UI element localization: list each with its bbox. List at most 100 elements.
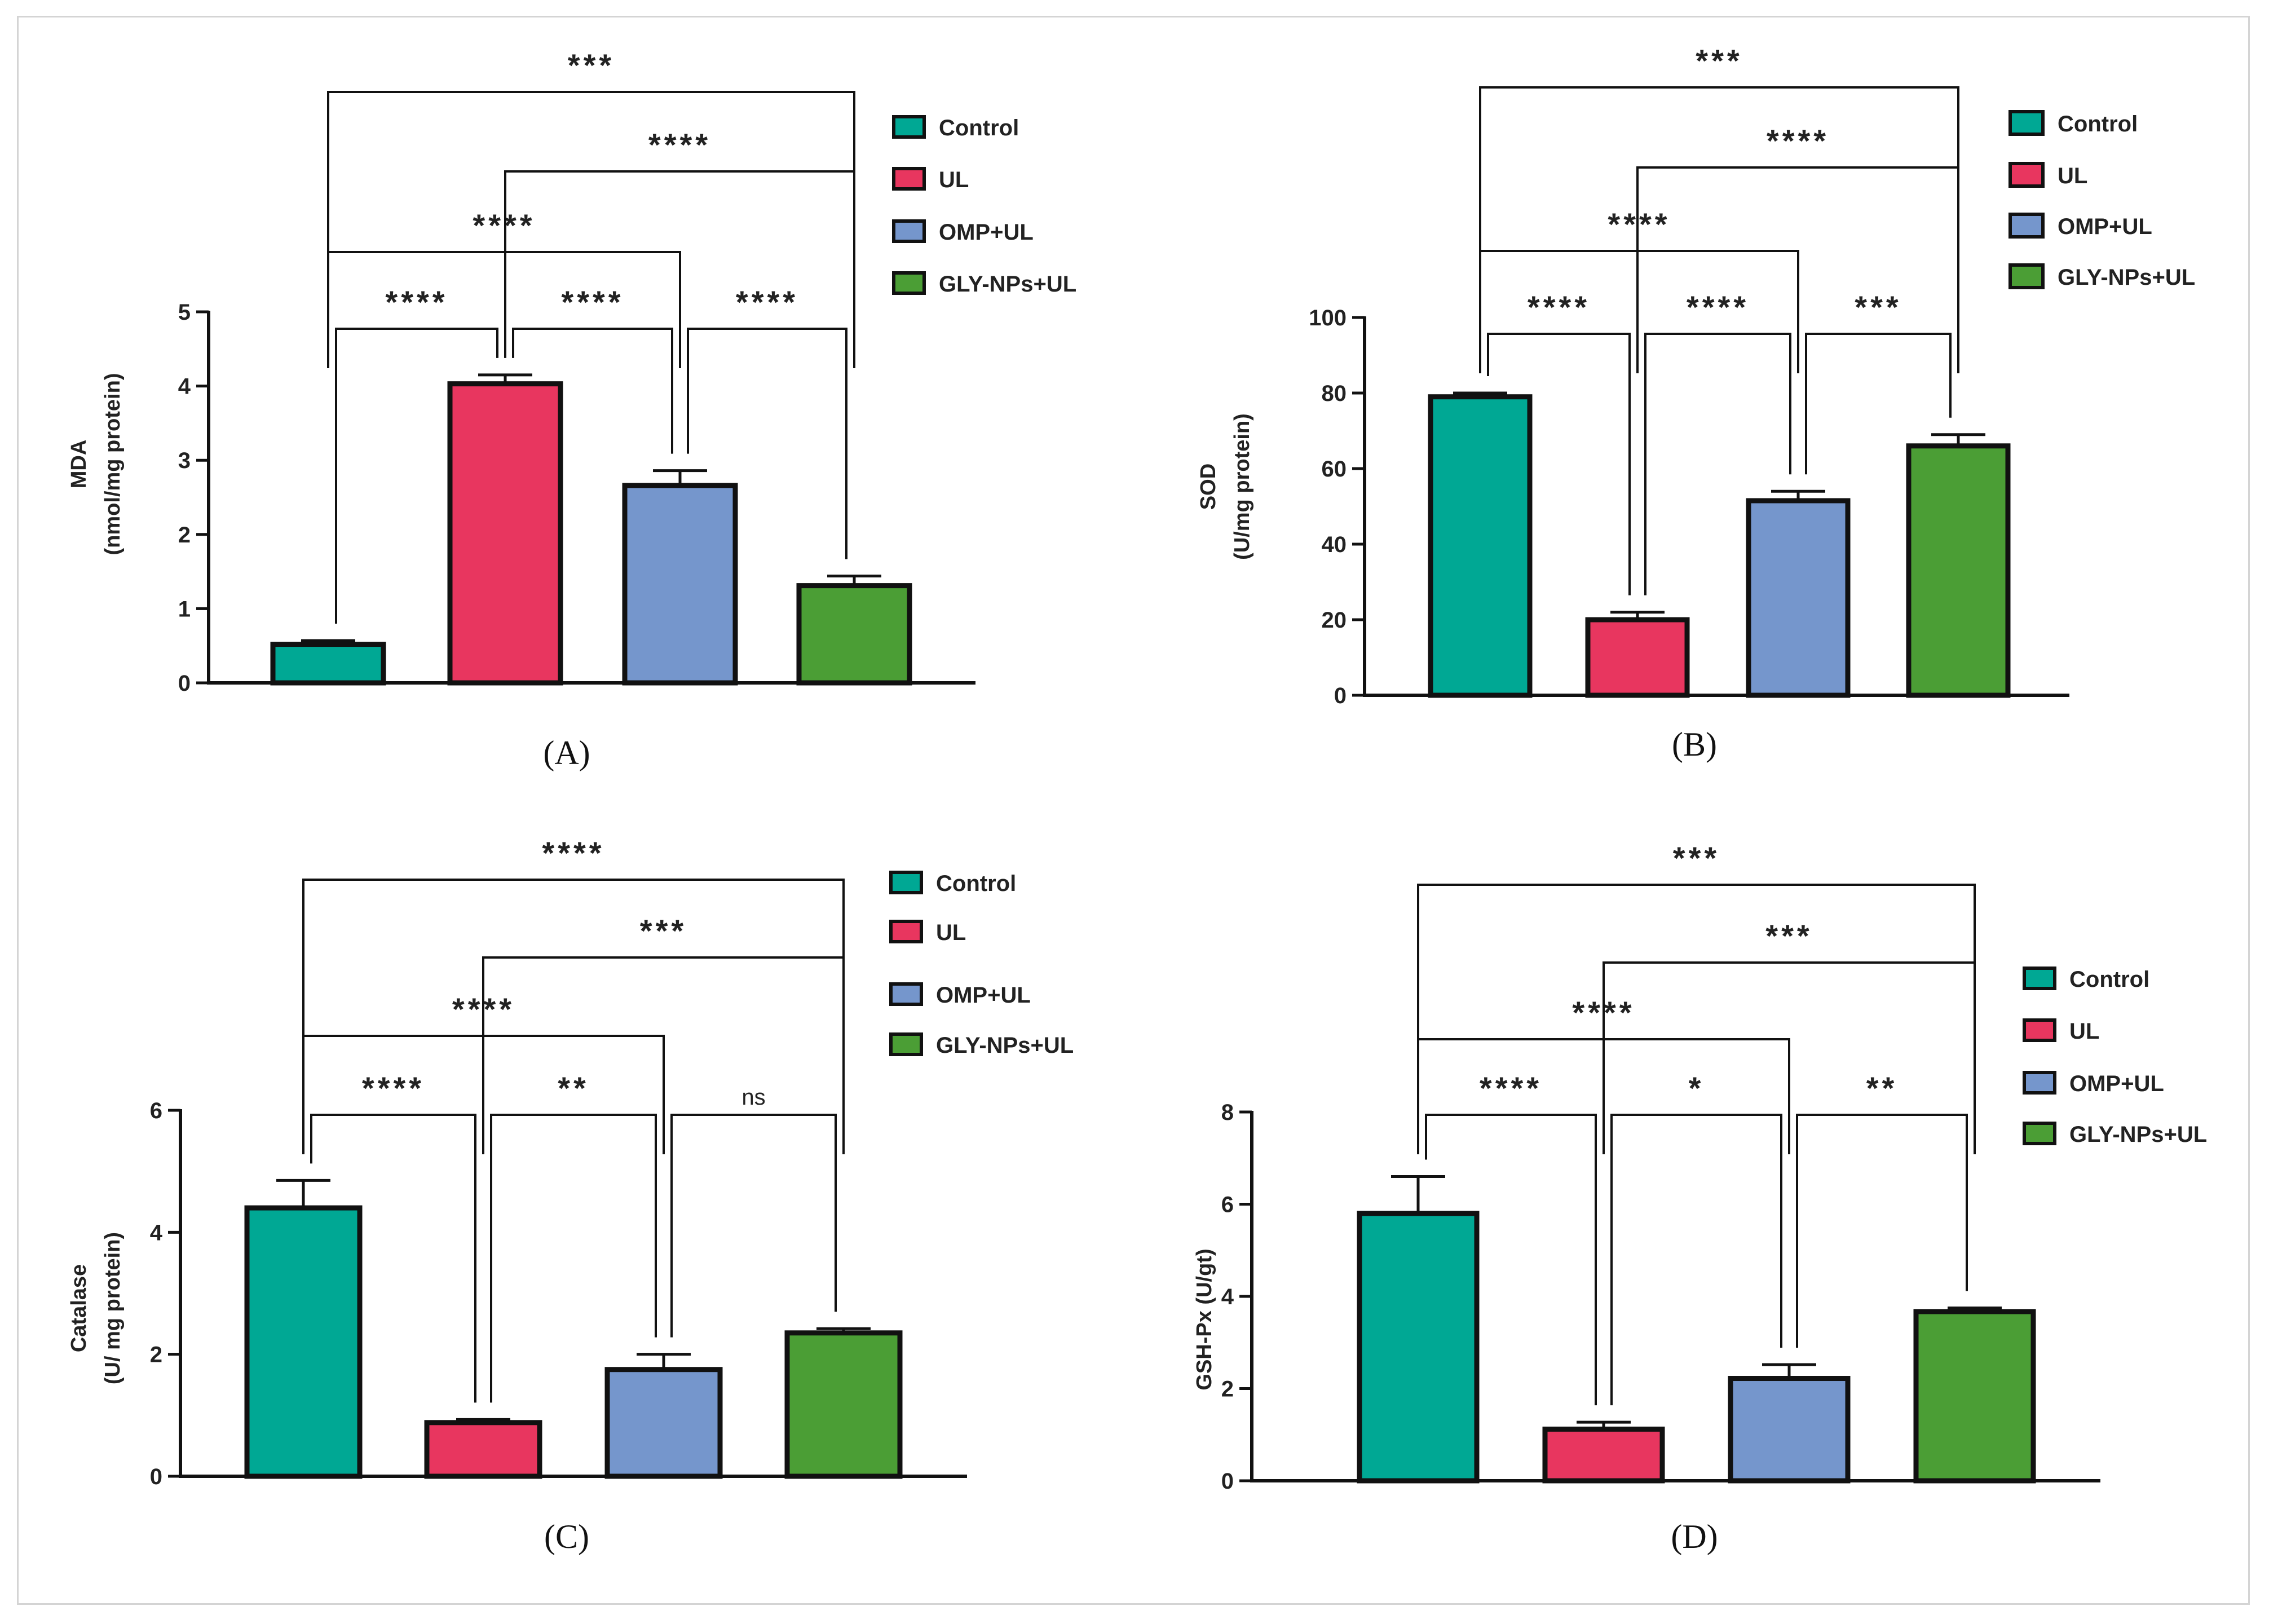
legend-swatch <box>2008 110 2045 136</box>
legend-swatch <box>892 219 926 243</box>
legend-label: UL <box>2058 164 2087 188</box>
bar-ul <box>424 1420 542 1479</box>
y-axis-label: Catalase <box>67 1264 91 1352</box>
significance-bracket <box>1487 333 1631 595</box>
bar-omp-ul <box>604 1367 723 1479</box>
y-tick-label: 2 <box>1221 1377 1234 1402</box>
bar-omp-ul <box>1746 498 1851 698</box>
significance-label: **** <box>385 284 448 320</box>
significance-bracket <box>1796 1114 1968 1348</box>
significance-label: ns <box>741 1085 765 1110</box>
significance-label: **** <box>736 284 798 320</box>
significance-label: **** <box>1528 289 1590 325</box>
y-axis-label-unit: (nmol/mg protein) <box>101 373 125 555</box>
bar-control <box>1428 394 1533 698</box>
significance-bracket <box>302 879 845 1154</box>
significance-label: ** <box>1866 1070 1898 1106</box>
figure-frame <box>17 16 2250 1605</box>
significance-label: *** <box>1765 918 1812 954</box>
significance-label: **** <box>452 991 515 1027</box>
y-tick-label: 0 <box>1221 1469 1234 1494</box>
y-tick-label: 6 <box>1221 1193 1234 1217</box>
significance-bracket <box>512 328 673 454</box>
significance-label: *** <box>568 47 615 83</box>
bar-omp-ul <box>1728 1376 1851 1484</box>
significance-label: **** <box>648 127 711 162</box>
y-tick-label: 2 <box>150 1343 162 1367</box>
significance-bracket <box>687 328 847 559</box>
legend-swatch <box>2023 1071 2056 1095</box>
legend-swatch <box>889 982 923 1006</box>
chart-panel-b: 0 20 40 60 80 100 SOD (U/mg protein) **** **** ***… <box>1128 0 2255 812</box>
y-tick-label: 8 <box>1221 1100 1234 1125</box>
significance-label: **** <box>542 835 604 871</box>
significance-bracket <box>1425 1114 1597 1406</box>
significance-bracket <box>327 91 855 368</box>
y-tick-label: 6 <box>150 1098 162 1123</box>
significance-bracket <box>335 328 498 624</box>
legend-label: GLY-NPs+UL <box>936 1033 1074 1058</box>
legend-label: GLY-NPs+UL <box>2058 265 2195 290</box>
legend-swatch <box>2023 1122 2056 1145</box>
bar-ul <box>447 381 563 686</box>
significance-label: **** <box>1480 1070 1542 1106</box>
legend-swatch <box>2008 162 2045 188</box>
y-axis-label: GSH-Px (U/gt) <box>1193 1248 1216 1390</box>
legend-label: UL <box>2069 1019 2099 1044</box>
significance-label: *** <box>1696 43 1742 78</box>
bar-gly-nps-ul <box>1913 1309 2036 1484</box>
chart-panel-c: 0 2 4 6 Catalase (U/ mg protein) **** ** ns **** *… <box>0 801 1128 1613</box>
legend-label: GLY-NPs+UL <box>2069 1122 2207 1147</box>
figure-caption: (C) <box>544 1518 589 1555</box>
y-tick-label: 80 <box>1322 381 1347 406</box>
y-tick-label: 4 <box>178 374 191 399</box>
significance-label: **** <box>1608 206 1670 242</box>
bar-gly-nps-ul <box>784 1330 903 1479</box>
legend-swatch <box>892 271 926 295</box>
y-tick-label: 1 <box>178 597 191 621</box>
y-tick-label: 60 <box>1322 457 1347 482</box>
bar-ul <box>1542 1426 1665 1484</box>
legend-label: Control <box>2058 112 2138 136</box>
legend-swatch <box>2008 263 2045 289</box>
significance-bracket <box>490 1114 657 1403</box>
y-axis-label: MDA <box>67 440 91 489</box>
legend-swatch <box>2023 1018 2056 1042</box>
figure-caption: (A) <box>543 734 590 771</box>
y-axis-label: SOD <box>1197 464 1220 510</box>
y-tick-label: 3 <box>178 448 191 473</box>
y-tick-label: 5 <box>178 300 191 325</box>
significance-bracket <box>670 1114 837 1338</box>
y-tick-label: 0 <box>1334 683 1347 708</box>
legend-swatch <box>2023 967 2056 990</box>
chart-panel-a: 0 1 2 3 4 5 MDA (nmol/mg protein) **** **** **** **… <box>0 0 1128 812</box>
significance-label: **** <box>473 208 535 243</box>
bar-ul <box>1585 617 1690 698</box>
y-tick-label: 100 <box>1309 306 1347 330</box>
legend-label: OMP+UL <box>2069 1071 2164 1096</box>
y-tick-label: 2 <box>178 523 191 548</box>
significance-bracket <box>1805 333 1952 475</box>
y-tick-label: 0 <box>150 1464 162 1489</box>
significance-label: * <box>1689 1070 1705 1106</box>
y-axis-label-unit: (U/ mg protein) <box>101 1232 125 1384</box>
bar-gly-nps-ul <box>796 583 912 686</box>
legend-label: Control <box>936 871 1016 896</box>
y-tick-label: 0 <box>178 671 191 696</box>
significance-label: *** <box>1855 289 1901 325</box>
y-tick-label: 4 <box>150 1220 163 1245</box>
legend-label: Control <box>2069 967 2149 992</box>
legend-label: OMP+UL <box>2058 214 2152 239</box>
y-tick-label: 40 <box>1322 532 1347 557</box>
significance-label: **** <box>1767 123 1829 158</box>
figure-caption: (B) <box>1672 726 1717 763</box>
significance-label: **** <box>1687 289 1749 325</box>
significance-bracket <box>1417 884 1976 1154</box>
significance-label: *** <box>1673 840 1720 876</box>
legend-label: OMP+UL <box>936 983 1031 1008</box>
significance-label: **** <box>1572 995 1635 1030</box>
legend-swatch <box>889 1032 923 1056</box>
